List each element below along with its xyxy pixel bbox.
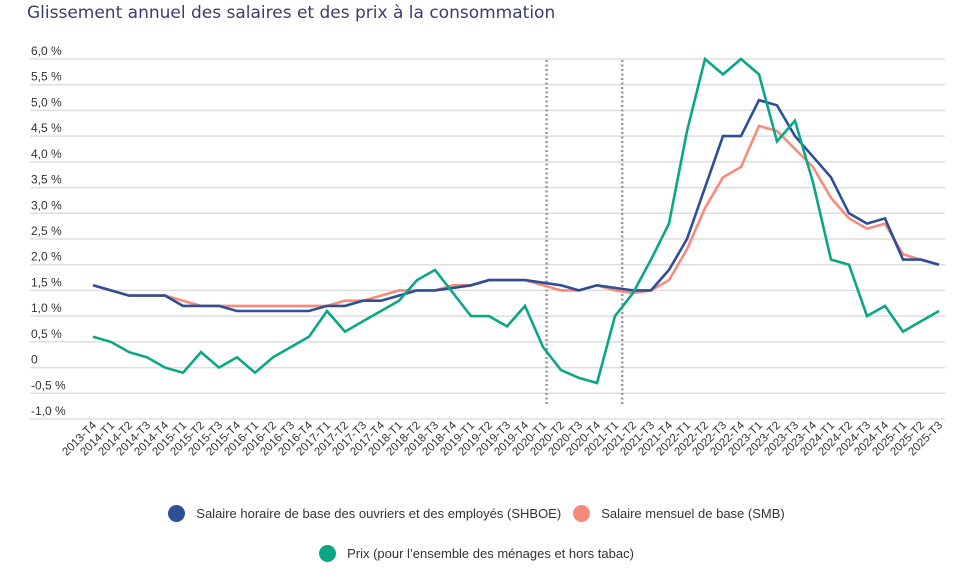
annotation-lines bbox=[545, 60, 624, 405]
y-tick-label: 0 bbox=[31, 353, 38, 367]
y-tick-label: 4,5 % bbox=[31, 121, 62, 135]
legend-item-shboe[interactable]: Salaire horaire de base des ouvriers et … bbox=[168, 505, 561, 522]
y-tick-label: 5,0 % bbox=[31, 95, 62, 109]
y-tick-label: 3,0 % bbox=[31, 198, 62, 212]
y-tick-label: -0,5 % bbox=[31, 378, 66, 392]
y-tick-label: 4,0 % bbox=[31, 147, 62, 161]
legend-label-prix: Prix (pour l’ensemble des ménages et hor… bbox=[347, 546, 634, 561]
chart-title: Glissement annuel des salaires et des pr… bbox=[27, 3, 556, 23]
line-chart: 6,0 % 5,5 % 5,0 % 4,5 % 4,0 % 3,5 % 3,0 % 2,5 %… bbox=[30, 44, 945, 458]
legend-label-shboe: Salaire horaire de base des ouvriers et … bbox=[196, 506, 562, 521]
y-axis-tick-labels: 6,0 % 5,5 % 5,0 % 4,5 % 4,0 % 3,5 % 3,0 % 2,5 %… bbox=[31, 44, 66, 418]
y-tick-label: 1,0 % bbox=[31, 301, 62, 315]
legend-marker-smb bbox=[573, 505, 591, 522]
y-tick-label: 2,0 % bbox=[31, 250, 62, 264]
y-tick-label: 5,5 % bbox=[31, 70, 62, 84]
series-line-shboe bbox=[92, 98, 940, 313]
y-tick-label: 0,5 % bbox=[31, 327, 62, 341]
legend-row-1: Salaire horaire de base des ouvriers et … bbox=[0, 505, 953, 522]
gridlines bbox=[30, 58, 945, 420]
y-tick-label: 1,5 % bbox=[31, 275, 62, 289]
legend-item-smb[interactable]: Salaire mensuel de base (SMB) bbox=[573, 505, 785, 522]
y-tick-label: -1,0 % bbox=[31, 404, 66, 418]
x-axis-tick-labels: 2013-T42014-T12014-T22014-T32014-T42015-… bbox=[60, 419, 945, 458]
y-tick-label: 2,5 % bbox=[31, 224, 62, 238]
legend-item-prix[interactable]: Prix (pour l’ensemble des ménages et hor… bbox=[319, 545, 634, 562]
y-tick-label: 6,0 % bbox=[31, 44, 62, 58]
legend-row-2: Prix (pour l’ensemble des ménages et hor… bbox=[0, 545, 953, 562]
series-line-prix bbox=[92, 56, 940, 385]
series-lines bbox=[92, 56, 940, 385]
y-tick-label: 3,5 % bbox=[31, 173, 62, 187]
legend-marker-prix bbox=[319, 545, 337, 562]
legend-marker-shboe bbox=[168, 505, 186, 522]
legend-label-smb: Salaire mensuel de base (SMB) bbox=[601, 506, 785, 521]
